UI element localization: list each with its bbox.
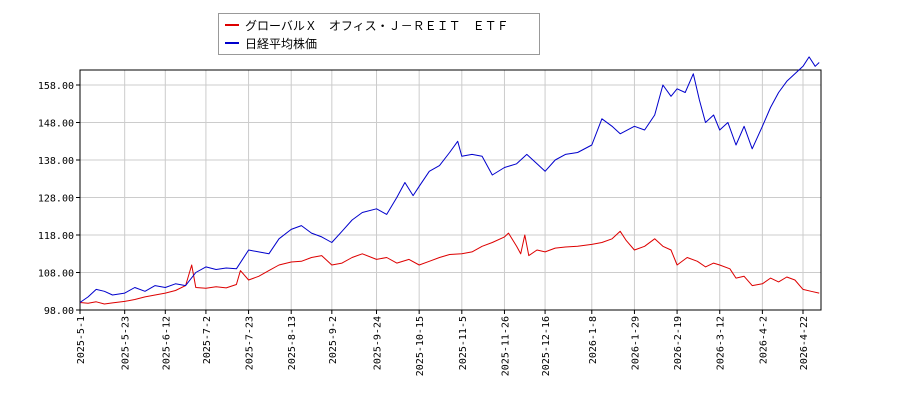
series-line-nikkei xyxy=(79,56,820,303)
x-tick-label: 2025-5-23 xyxy=(121,316,132,370)
x-tick-label: 2025-8-13 xyxy=(287,316,298,370)
x-tick-label: 2026-2-19 xyxy=(673,316,684,370)
x-tick-label: 2025-9-24 xyxy=(373,316,384,370)
x-tick-label: 2025-7-23 xyxy=(245,316,256,370)
legend: グローバルＸ オフィス・Ｊ－ＲＥＩＴ ＥＴＦ 日経平均株価 xyxy=(218,13,540,55)
legend-item-nikkei: 日経平均株価 xyxy=(225,34,317,52)
x-tick-label: 2026-1-8 xyxy=(588,316,599,364)
x-tick-label: 2026-1-29 xyxy=(630,316,641,370)
x-tick-label: 2025-6-12 xyxy=(161,316,172,370)
x-tick-label: 2025-11-26 xyxy=(500,316,511,376)
series-lines xyxy=(79,56,820,305)
legend-swatch-etf xyxy=(225,24,239,26)
y-axis: 98.00 108.00 118.00 128.00 138.00 148.00 158.0… xyxy=(38,81,80,317)
x-tick-label: 2025-7-2 xyxy=(202,316,213,364)
y-tick-label: 158.00 xyxy=(38,81,74,92)
x-tick-label: 2025-5-1 xyxy=(76,316,87,364)
y-tick-label: 128.00 xyxy=(38,194,74,205)
legend-item-etf: グローバルＸ オフィス・Ｊ－ＲＥＩＴ ＥＴＦ xyxy=(225,16,509,34)
y-tick-label: 98.00 xyxy=(44,306,74,317)
series-line-etf xyxy=(79,230,820,305)
x-tick-label: 2025-9-2 xyxy=(328,316,339,364)
x-tick-label: 2026-4-2 xyxy=(758,316,769,364)
y-tick-label: 108.00 xyxy=(38,269,74,280)
y-tick-label: 148.00 xyxy=(38,119,74,130)
x-tick-label: 2026-4-22 xyxy=(799,316,810,370)
y-tick-label: 118.00 xyxy=(38,231,74,242)
x-tick-label: 2026-3-12 xyxy=(716,316,727,370)
x-tick-label: 2025-10-15 xyxy=(415,316,426,376)
x-tick-label: 2025-12-16 xyxy=(541,316,552,376)
legend-label-nikkei: 日経平均株価 xyxy=(245,36,318,51)
x-tick-label: 2025-11-5 xyxy=(458,316,469,370)
y-tick-label: 138.00 xyxy=(38,156,74,167)
legend-label-etf: グローバルＸ オフィス・Ｊ－ＲＥＩＴ ＥＴＦ xyxy=(245,18,509,33)
grid-lines xyxy=(79,70,821,311)
x-axis: 2025-5-1 2025-5-23 2025-6-12 2025-7-2 2025-7… xyxy=(76,310,810,376)
legend-swatch-nikkei xyxy=(225,42,239,44)
plot-frame xyxy=(79,69,822,311)
